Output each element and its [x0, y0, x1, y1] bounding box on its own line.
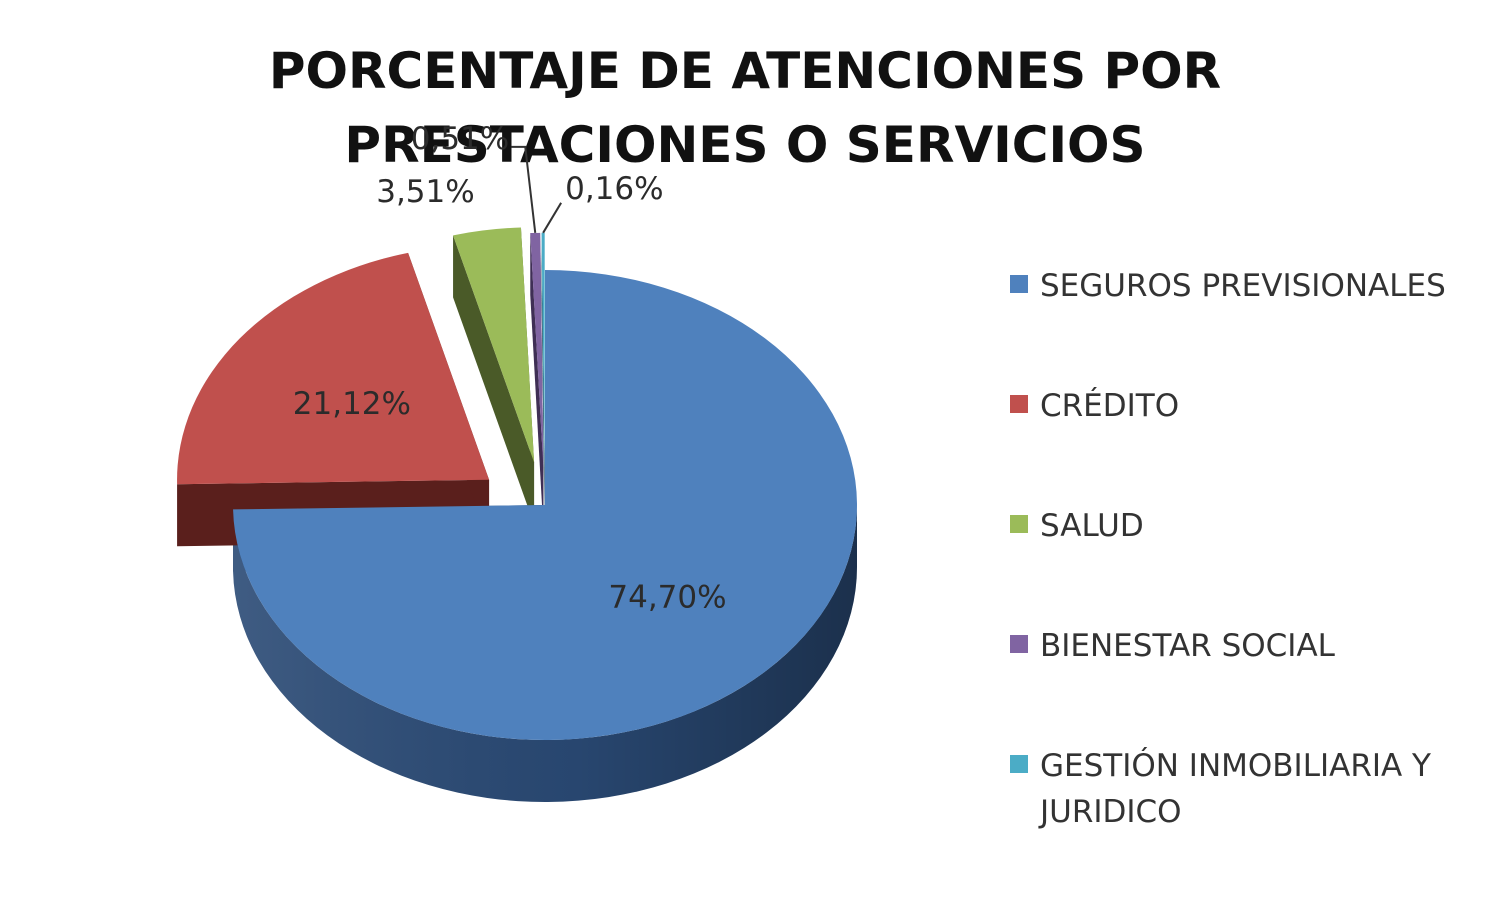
legend-swatch: [1010, 275, 1028, 293]
legend-item-bienestar-social: BIENESTAR SOCIAL: [1010, 628, 1336, 664]
legend-swatch: [1010, 395, 1028, 413]
legend-swatch: [1010, 755, 1028, 773]
slice-salud-top: [453, 227, 535, 463]
slice-credito-top: [177, 252, 490, 485]
leader-line-bienestar-social: [511, 145, 537, 234]
legend-label: BIENESTAR SOCIAL: [1040, 628, 1336, 664]
chart-title-line-2: PRESTACIONES O SERVICIOS: [344, 116, 1145, 174]
legend-item-seguros-previsionales: SEGUROS PREVISIONALES: [1010, 268, 1446, 304]
pie-slices: [177, 227, 857, 803]
legend: SEGUROS PREVISIONALES CRÉDITO SALUD BIENEST…: [1010, 268, 1446, 830]
legend-label: JURIDICO: [1038, 794, 1182, 830]
leader-line-gestion-inmobiliaria-y-juridico: [542, 202, 562, 234]
slice-bienestar-social-top: [530, 232, 544, 468]
data-labels: 74,70% 21,12% 3,51% 0,51% 0,16%: [293, 121, 727, 616]
data-label-credito: 21,12%: [293, 386, 411, 422]
slice-bienestar-social-wall-1: [530, 233, 544, 530]
legend-label: GESTIÓN INMOBILIARIA Y: [1040, 747, 1431, 784]
slice-seguros-previsionales-side-shade: [233, 505, 857, 803]
data-label-bienestar-social: 0,51%: [411, 121, 509, 157]
slice-seguros-previsionales-top: [233, 270, 857, 740]
legend-item-gestion-inmobiliaria-y-juridico: GESTIÓN INMOBILIARIA Y JURIDICO: [1010, 747, 1431, 830]
legend-swatch: [1010, 515, 1028, 533]
legend-label: SEGUROS PREVISIONALES: [1040, 268, 1446, 304]
legend-item-salud: SALUD: [1010, 508, 1144, 544]
legend-label: SALUD: [1040, 508, 1144, 544]
slice-gestion-inmobiliaria-y-juridico: [541, 232, 545, 530]
slice-salud-wall-1: [453, 235, 535, 525]
slice-gestion-inmobiliaria-y-juridico-top: [541, 232, 545, 468]
legend-swatch: [1010, 635, 1028, 653]
legend-item-credito: CRÉDITO: [1010, 388, 1179, 424]
slice-gestion-inmobiliaria-y-juridico-wall-1: [541, 232, 545, 530]
legend-label: CRÉDITO: [1040, 388, 1179, 424]
chart-title-line-1: PORCENTAJE DE ATENCIONES POR: [269, 42, 1221, 100]
data-label-seguros-previsionales: 74,70%: [608, 580, 726, 616]
data-label-gestion-inmobiliaria-y-juridico: 0,16%: [565, 171, 663, 207]
data-label-salud: 3,51%: [376, 174, 474, 210]
